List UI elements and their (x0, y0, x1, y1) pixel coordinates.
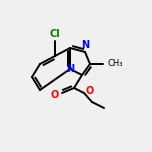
Text: N: N (81, 40, 89, 50)
Text: N: N (66, 64, 74, 74)
Text: Cl: Cl (50, 29, 60, 39)
Text: O: O (51, 90, 59, 100)
Text: CH₃: CH₃ (107, 59, 123, 69)
Text: O: O (85, 86, 93, 96)
